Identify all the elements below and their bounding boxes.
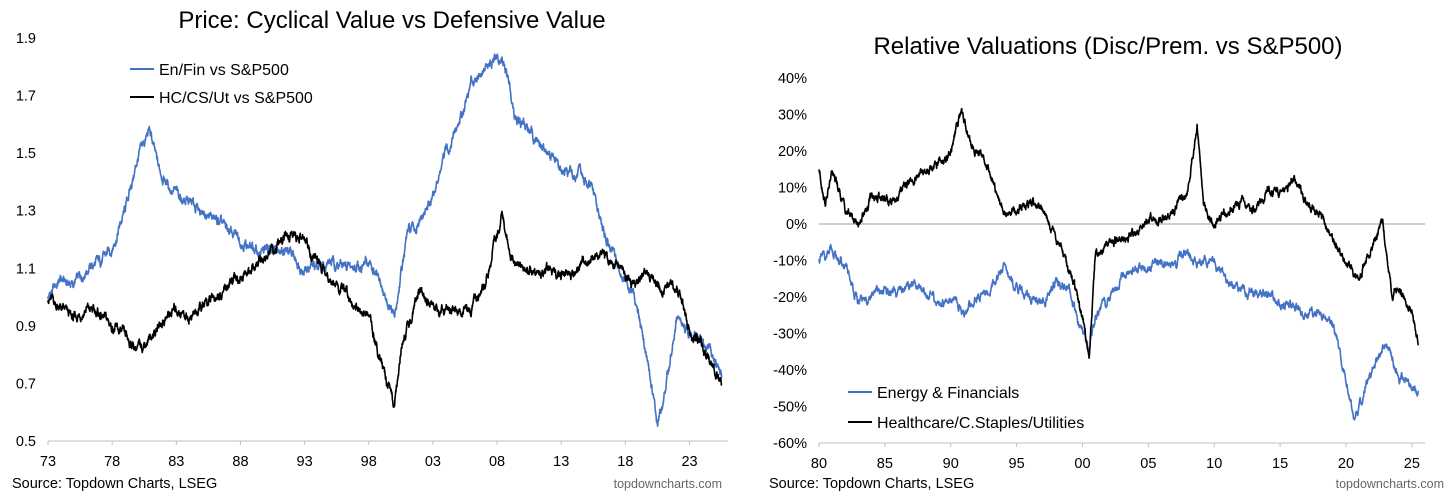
chart-title: Price: Cyclical Value vs Defensive Value <box>178 7 605 34</box>
x-tick-label: 25 <box>1404 456 1420 472</box>
chart-price-cyclical-vs-defensive: Price: Cyclical Value vs Defensive Value… <box>12 7 728 492</box>
legend-label: En/Fin vs S&P500 <box>159 62 289 79</box>
series-line-blue <box>47 53 723 428</box>
x-tick-label: 83 <box>168 454 184 470</box>
x-axis-ticks: 73 78 83 88 93 98 03 08 13 18 23 <box>40 441 698 470</box>
series-line-blue <box>818 243 1420 421</box>
y-tick-label: -50% <box>773 400 807 416</box>
legend-label: Healthcare/C.Staples/Utilities <box>877 415 1084 432</box>
y-tick-label: 20% <box>778 144 807 160</box>
y-tick-label: -40% <box>773 363 807 379</box>
chart-relative-valuations: Relative Valuations (Disc/Prem. vs S&P50… <box>769 33 1444 492</box>
watermark: topdowncharts.com <box>614 477 722 491</box>
series-line-black <box>47 210 723 408</box>
legend: En/Fin vs S&P500 HC/CS/Ut vs S&P500 <box>130 62 313 107</box>
y-tick-label: 10% <box>778 181 807 197</box>
y-tick-label: 0.9 <box>16 319 36 335</box>
y-tick-label: 1.3 <box>16 204 36 220</box>
y-tick-label: 1.1 <box>16 261 36 277</box>
y-tick-label: -20% <box>773 290 807 306</box>
y-tick-label: 0.5 <box>16 434 36 450</box>
x-tick-label: 90 <box>943 456 959 472</box>
y-tick-label: 0.7 <box>16 376 36 392</box>
x-tick-label: 18 <box>617 454 633 470</box>
x-tick-label: 13 <box>553 454 569 470</box>
y-tick-label: 30% <box>778 108 807 124</box>
legend-label: Energy & Financials <box>877 385 1019 402</box>
x-tick-label: 00 <box>1074 456 1090 472</box>
x-tick-label: 05 <box>1140 456 1156 472</box>
watermark: topdowncharts.com <box>1336 477 1444 491</box>
x-tick-label: 80 <box>811 456 827 472</box>
series-line-black <box>818 107 1420 359</box>
x-tick-label: 08 <box>489 454 505 470</box>
x-tick-label: 98 <box>361 454 377 470</box>
y-tick-label: 0% <box>786 217 807 233</box>
x-tick-label: 10 <box>1206 456 1222 472</box>
legend: Energy & Financials Healthcare/C.Staples… <box>848 385 1084 432</box>
y-tick-label: -10% <box>773 254 807 270</box>
x-tick-label: 03 <box>425 454 441 470</box>
y-tick-label: -60% <box>773 436 807 452</box>
y-axis-ticks: 40% 30% 20% 10% 0% -10% -20% -30% -40% -50% -60% <box>773 71 807 452</box>
plot-area <box>818 107 1420 421</box>
x-tick-label: 93 <box>297 454 313 470</box>
x-tick-label: 73 <box>40 454 56 470</box>
x-tick-label: 95 <box>1009 456 1025 472</box>
y-tick-label: -30% <box>773 327 807 343</box>
y-axis-ticks: 1.9 1.7 1.5 1.3 1.1 0.9 0.7 0.5 <box>16 31 36 450</box>
y-tick-label: 1.9 <box>16 31 36 47</box>
x-tick-label: 20 <box>1338 456 1354 472</box>
x-tick-label: 78 <box>104 454 120 470</box>
y-tick-label: 1.7 <box>16 89 36 105</box>
source-note: Source: Topdown Charts, LSEG <box>12 476 217 492</box>
y-tick-label: 40% <box>778 71 807 87</box>
x-tick-label: 88 <box>232 454 248 470</box>
x-tick-label: 15 <box>1272 456 1288 472</box>
x-axis-ticks: 80 85 90 95 00 05 10 15 20 25 <box>811 443 1420 472</box>
source-note: Source: Topdown Charts, LSEG <box>769 476 974 492</box>
plot-area <box>47 53 723 428</box>
x-tick-label: 23 <box>681 454 697 470</box>
x-tick-label: 85 <box>877 456 893 472</box>
y-tick-label: 1.5 <box>16 146 36 162</box>
chart-title: Relative Valuations (Disc/Prem. vs S&P50… <box>873 33 1342 60</box>
legend-label: HC/CS/Ut vs S&P500 <box>159 90 313 107</box>
